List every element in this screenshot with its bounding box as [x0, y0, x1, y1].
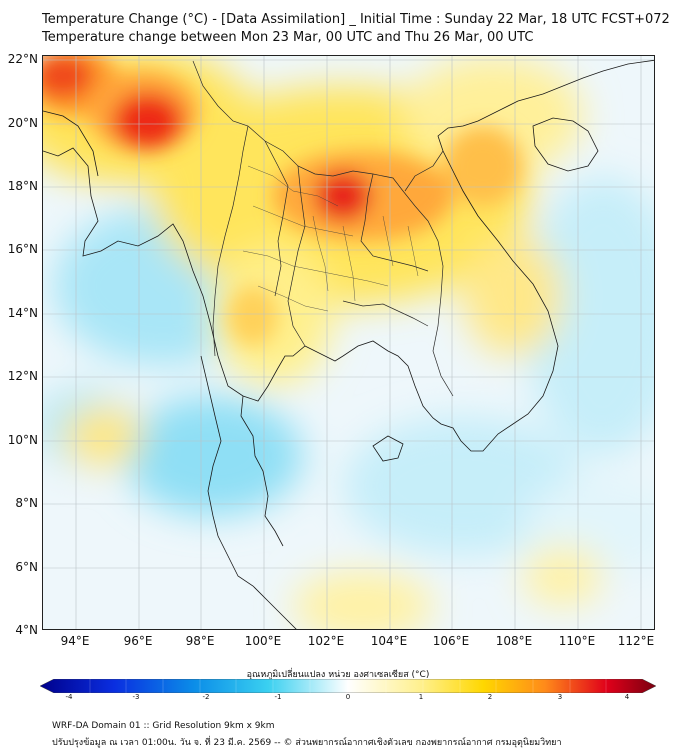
map-subtitle: Temperature change between Mon 23 Mar, 0…: [42, 30, 534, 45]
hot-spots: [43, 56, 523, 346]
lat-label-22n: 22°N: [7, 52, 38, 66]
province-borders: [242, 165, 419, 312]
lat-label-8n: 8°N: [15, 496, 38, 510]
lat-label-4n: 4°N: [15, 623, 38, 637]
lon-label-108e: 108°E: [495, 634, 533, 648]
colorbar-title: อุณหภูมิเปลี่ยนแปลง หน่วย องศาเซลเซียส (…: [246, 670, 430, 680]
lon-label-96e: 96°E: [123, 634, 153, 648]
colorbar-tick-0: 0: [345, 693, 351, 701]
colorbar-tick-neg2: -2: [202, 693, 210, 701]
colorbar-tick-neg3: -3: [132, 693, 140, 701]
lon-label-110e: 110°E: [558, 634, 596, 648]
lon-label-94e: 94°E: [60, 634, 90, 648]
footer-credits: ปรับปรุงข้อมูล ณ เวลา 01:00น. วัน จ. ที่…: [52, 738, 562, 748]
lon-label-98e: 98°E: [185, 634, 215, 648]
lon-label-100e: 100°E: [244, 634, 282, 648]
lat-label-18n: 18°N: [7, 179, 38, 193]
lat-label-20n: 20°N: [7, 116, 38, 130]
footer-model-info: WRF-DA Domain 01 :: Grid Resolution 9km …: [52, 721, 275, 731]
map-title: Temperature Change (°C) - [Data Assimila…: [42, 12, 670, 27]
colorbar: [40, 679, 656, 693]
lon-label-106e: 106°E: [432, 634, 470, 648]
lat-label-14n: 14°N: [7, 306, 38, 320]
lat-label-16n: 16°N: [7, 242, 38, 256]
coastlines: [43, 59, 654, 629]
lat-label-12n: 12°N: [7, 369, 38, 383]
lat-label-10n: 10°N: [7, 433, 38, 447]
country-borders: [192, 60, 454, 397]
colorbar-tick-neg1: -1: [274, 693, 282, 701]
colorbar-tick-1: 1: [418, 693, 424, 701]
graticule: [43, 56, 654, 629]
lon-label-112e: 112°E: [617, 634, 655, 648]
colorbar-tick-3: 3: [557, 693, 563, 701]
colorbar-tick-2: 2: [487, 693, 493, 701]
colorbar-tick-neg4: -4: [65, 693, 73, 701]
lat-label-6n: 6°N: [15, 560, 38, 574]
lon-label-104e: 104°E: [370, 634, 408, 648]
lon-label-102e: 102°E: [307, 634, 345, 648]
temperature-change-map: [42, 55, 655, 630]
colorbar-tick-4: 4: [624, 693, 630, 701]
